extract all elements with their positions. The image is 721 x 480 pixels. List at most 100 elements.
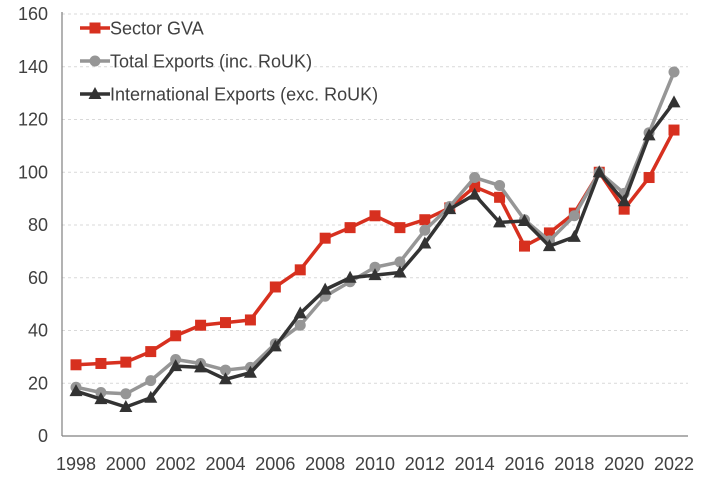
series-total-exports-inc-rouk xyxy=(70,66,680,400)
data-point xyxy=(195,319,207,331)
data-point xyxy=(95,357,107,369)
y-tick-label: 80 xyxy=(28,215,48,235)
data-point xyxy=(220,364,231,376)
y-axis-tick-labels: 0 20 40 60 80 100 120 140 160 xyxy=(18,4,48,446)
x-tick-label: 2016 xyxy=(504,454,544,474)
gridlines xyxy=(62,13,688,384)
data-point xyxy=(543,227,555,239)
data-point xyxy=(294,319,306,331)
data-point xyxy=(169,359,183,372)
data-point xyxy=(469,172,481,184)
axes xyxy=(61,12,688,437)
data-point xyxy=(567,229,581,242)
legend-marker xyxy=(89,55,101,67)
data-point xyxy=(120,356,132,368)
data-point xyxy=(144,390,158,403)
data-point xyxy=(343,270,357,283)
data-point xyxy=(667,95,681,108)
x-tick-label: 2022 xyxy=(654,454,694,474)
legend-marker xyxy=(88,87,102,99)
x-tick-label: 2012 xyxy=(405,454,445,474)
data-point xyxy=(220,317,231,329)
data-point xyxy=(393,265,407,278)
data-point xyxy=(368,268,382,281)
legend-entry: Sector GVA xyxy=(80,19,204,39)
data-point xyxy=(294,264,306,276)
data-point xyxy=(618,203,630,215)
data-point xyxy=(369,210,381,222)
data-point xyxy=(69,384,83,397)
data-point xyxy=(519,240,530,252)
data-point xyxy=(145,375,157,387)
x-tick-label: 2014 xyxy=(455,454,495,474)
x-tick-label: 2004 xyxy=(205,454,245,474)
y-tick-label: 120 xyxy=(18,110,48,130)
y-tick-label: 40 xyxy=(28,321,48,341)
x-tick-label: 2010 xyxy=(355,454,395,474)
data-point xyxy=(668,124,680,136)
data-point xyxy=(394,256,406,268)
series-international-exports-exc-rouk xyxy=(69,95,681,412)
data-point xyxy=(94,392,108,405)
data-point xyxy=(494,191,506,203)
series-sector-gva xyxy=(70,124,680,371)
x-tick-label: 2002 xyxy=(156,454,196,474)
data-point xyxy=(592,165,606,178)
data-point xyxy=(318,282,332,295)
data-point xyxy=(170,330,182,342)
data-point xyxy=(219,372,232,385)
data-point xyxy=(419,214,431,226)
y-tick-label: 100 xyxy=(18,162,48,182)
data-point xyxy=(293,306,307,319)
data-point xyxy=(443,202,457,215)
legend-entry: Total Exports (inc. RoUK) xyxy=(80,52,312,72)
x-tick-label: 2000 xyxy=(106,454,146,474)
data-point xyxy=(70,359,82,371)
y-tick-label: 140 xyxy=(18,57,48,77)
data-point xyxy=(493,215,507,228)
x-tick-label: 2018 xyxy=(554,454,594,474)
y-tick-label: 0 xyxy=(38,426,48,446)
data-point xyxy=(469,181,481,193)
data-point xyxy=(244,314,256,326)
data-point xyxy=(394,222,406,234)
data-point xyxy=(542,239,556,252)
data-point xyxy=(194,360,208,373)
data-point xyxy=(243,365,257,378)
series-group xyxy=(69,66,681,412)
data-point xyxy=(119,399,133,412)
data-point xyxy=(668,66,680,78)
data-point xyxy=(344,222,356,234)
x-axis-tick-labels: 1998 2000 2002 2004 2006 2008 2010 2012 2014 2016… xyxy=(56,454,694,474)
y-tick-label: 20 xyxy=(28,373,48,393)
data-point xyxy=(518,214,531,227)
data-point xyxy=(418,236,432,249)
legend-marker xyxy=(89,22,101,34)
x-tick-label: 2008 xyxy=(305,454,345,474)
data-point xyxy=(642,128,656,141)
data-point xyxy=(269,281,281,293)
y-tick-label: 160 xyxy=(18,4,48,24)
x-tick-label: 1998 xyxy=(56,454,96,474)
x-tick-label: 2006 xyxy=(255,454,295,474)
data-point xyxy=(419,224,431,236)
legend-label: International Exports (exc. RoUK) xyxy=(110,85,378,105)
series-line xyxy=(75,101,676,409)
data-point xyxy=(369,261,381,273)
legend: Sector GVA Total Exports (inc. RoUK) Inter… xyxy=(80,19,378,105)
series-line xyxy=(75,129,676,367)
series-line xyxy=(75,71,676,396)
data-point xyxy=(268,339,282,352)
data-point xyxy=(468,187,482,200)
data-point xyxy=(319,232,331,244)
data-point xyxy=(120,388,132,400)
y-tick-label: 60 xyxy=(28,268,48,288)
data-point xyxy=(617,194,631,207)
data-point xyxy=(568,210,580,222)
legend-entry: International Exports (exc. RoUK) xyxy=(80,85,378,105)
legend-label: Sector GVA xyxy=(110,19,204,39)
legend-label: Total Exports (inc. RoUK) xyxy=(110,52,312,72)
data-point xyxy=(145,346,157,358)
data-point xyxy=(643,172,655,184)
